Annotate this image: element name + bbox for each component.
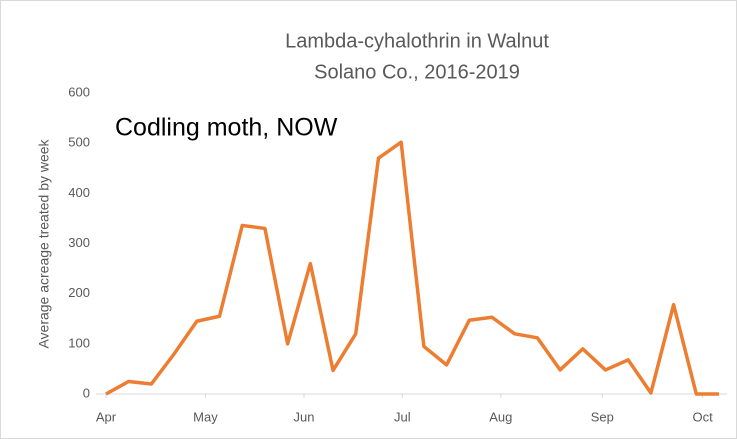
line-series — [105, 140, 719, 396]
annotation: Codling moth, NOW — [115, 114, 338, 142]
x-tick-label: Sep — [591, 409, 614, 424]
x-tick-label: Aug — [489, 409, 512, 424]
x-tick-label: Apr — [96, 409, 117, 424]
y-axis-label: Average acreage treated by week — [36, 138, 52, 348]
y-tick-label: 600 — [68, 84, 90, 99]
y-tick-label: 400 — [68, 185, 90, 200]
y-tick-label: 300 — [68, 235, 90, 250]
x-tick-label: Oct — [693, 409, 714, 424]
x-tick-label: Jul — [394, 409, 411, 424]
y-tick-label: 200 — [68, 285, 90, 300]
y-tick-label: 500 — [68, 135, 90, 150]
y-tick-label: 0 — [83, 385, 90, 400]
x-tick-label: Jun — [293, 409, 314, 424]
y-tick-label: 100 — [68, 335, 90, 350]
chart-title: Lambda-cyhalothrin in Walnut — [285, 30, 549, 52]
chart-subtitle: Solano Co., 2016-2019 — [314, 61, 520, 83]
x-tick-label: May — [193, 409, 218, 424]
